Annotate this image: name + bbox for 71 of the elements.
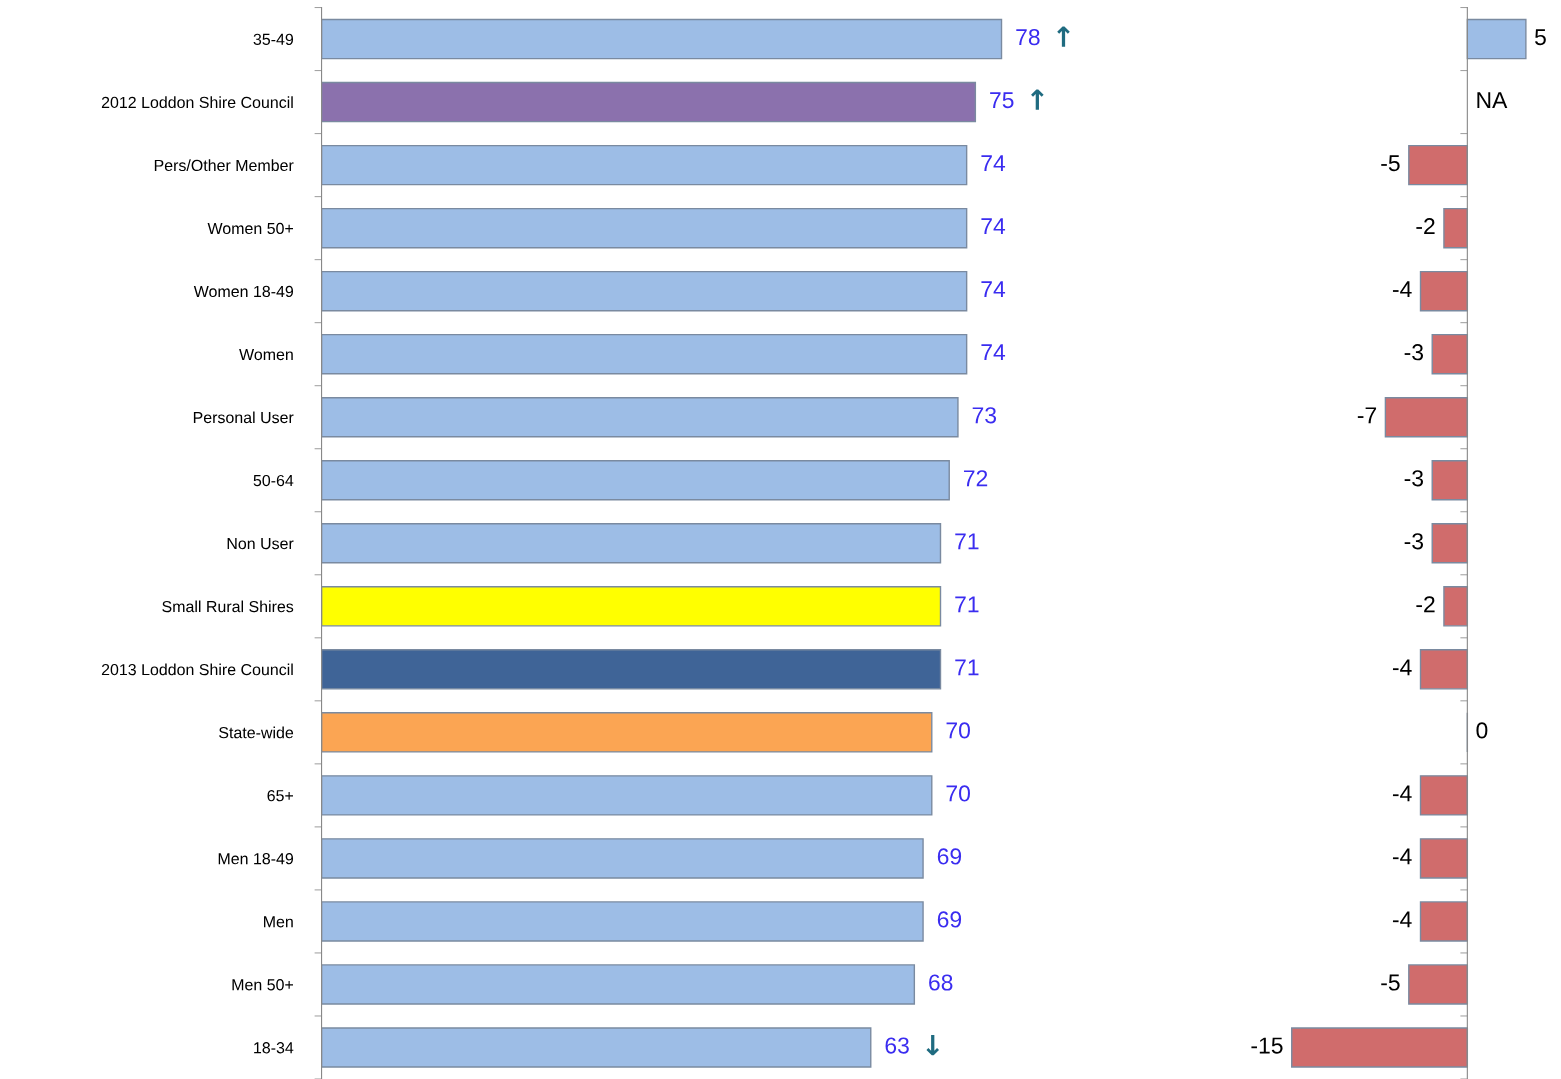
annotation: ↑ [1031,89,1044,110]
data-label: 78 [1016,28,1040,46]
data-label: -7 [1357,407,1377,424]
bar [321,901,924,942]
y-tick-label: 2013 Loddon Shire Council [101,663,293,676]
y-tick-label: Pers/Other Member [154,159,294,172]
bar [321,1027,872,1068]
bar [321,396,959,438]
bar [321,586,942,627]
data-label: 0 [1476,722,1488,739]
data-label: 75 [990,92,1014,109]
annotation: ↑ [1057,26,1070,47]
data-label: 74 [981,281,1006,298]
y-tick-label: 2012 Loddon Shire Council [101,96,293,109]
bar [321,838,924,879]
y-tick-label: 18-34 [254,1042,294,1054]
text: NA [1477,92,1508,109]
y-tick-label: Small Rural Shires [162,600,294,613]
data-label: -3 [1404,470,1424,487]
data-label: 63 [885,1037,909,1054]
data-label: 5 [1534,29,1546,46]
bar [321,207,968,249]
data-label: -4 [1392,659,1412,676]
data-label: 71 [955,596,979,613]
bar [321,649,942,690]
data-label: -2 [1416,218,1435,235]
bar [321,964,916,1005]
data-label: 71 [955,533,979,550]
y-tick-label: 50-64 [253,474,294,487]
data-label: -15 [1251,1037,1283,1054]
data-label: -4 [1392,848,1412,865]
y-tick-label: Personal User [193,411,294,424]
data-label: -3 [1404,533,1424,550]
bar [321,144,968,186]
bar [321,81,977,123]
y-tick-label: Women 50+ [207,222,293,235]
data-label: -5 [1381,974,1400,991]
data-label: 74 [981,344,1006,361]
y-tick-label: Women [239,349,293,361]
data-label: 69 [937,848,962,865]
y-tick-label: Men 50+ [232,979,293,991]
data-label: -3 [1404,344,1424,361]
bar [321,333,968,375]
y-tick-label: Non User [227,538,294,550]
bar [321,523,942,564]
bar [321,460,950,501]
bar [321,775,933,816]
data-label: 70 [946,722,970,739]
data-label: 70 [946,785,970,802]
data-label: 74 [981,155,1006,172]
bar [321,270,968,312]
data-label: 73 [972,407,997,424]
data-label: 71 [955,659,979,676]
data-label: -4 [1392,281,1412,298]
bar [321,712,933,753]
data-label: 72 [964,470,988,487]
y-tick-label: Women 18-49 [193,285,294,298]
data-label: 68 [929,974,953,991]
data-label: -2 [1416,596,1435,613]
data-label: -5 [1381,155,1400,172]
y-tick-label: Men [264,916,293,928]
data-label: 69 [937,911,962,928]
y-tick-label: 65+ [267,790,293,802]
y-tick-label: 35-49 [253,33,294,46]
y-tick-label: State-wide [219,726,294,739]
data-label: 74 [981,218,1006,235]
bar [321,18,1003,60]
data-label: -4 [1392,911,1412,928]
data-label: -4 [1392,785,1412,802]
y-tick-label: Men 18-49 [218,853,294,865]
annotation: ↓ [926,1034,940,1056]
